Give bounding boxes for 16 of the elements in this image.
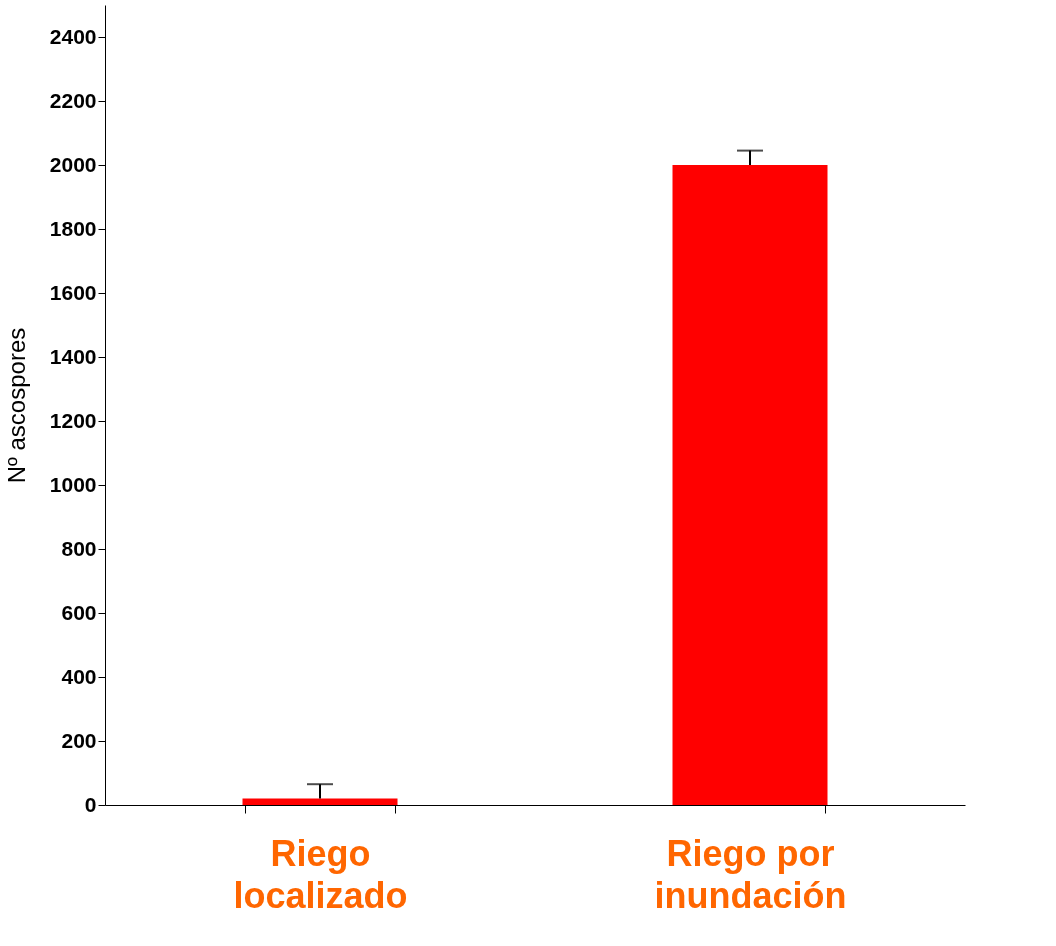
x-tick-label: Riego localizado <box>233 832 408 916</box>
x-tick-label: Riego por inundación <box>654 832 847 916</box>
y-axis-title: Nº ascospores <box>2 327 30 484</box>
y-tick-label: 1600 <box>49 280 97 304</box>
y-tick-label: 1200 <box>49 408 97 432</box>
y-tick-label: 2400 <box>49 24 97 48</box>
y-tick-label: 1000 <box>49 472 97 496</box>
y-tick-label: 0 <box>84 792 97 816</box>
y-tick-label: 1800 <box>49 216 97 240</box>
y-tick-label: 800 <box>61 536 97 560</box>
y-tick-label: 400 <box>61 664 97 688</box>
y-tick-label: 600 <box>61 600 97 624</box>
y-tick-label: 1400 <box>49 344 97 368</box>
y-tick-label: 2000 <box>49 152 97 176</box>
y-tick-label: 2200 <box>49 88 97 112</box>
y-tick-label: 200 <box>61 728 97 752</box>
